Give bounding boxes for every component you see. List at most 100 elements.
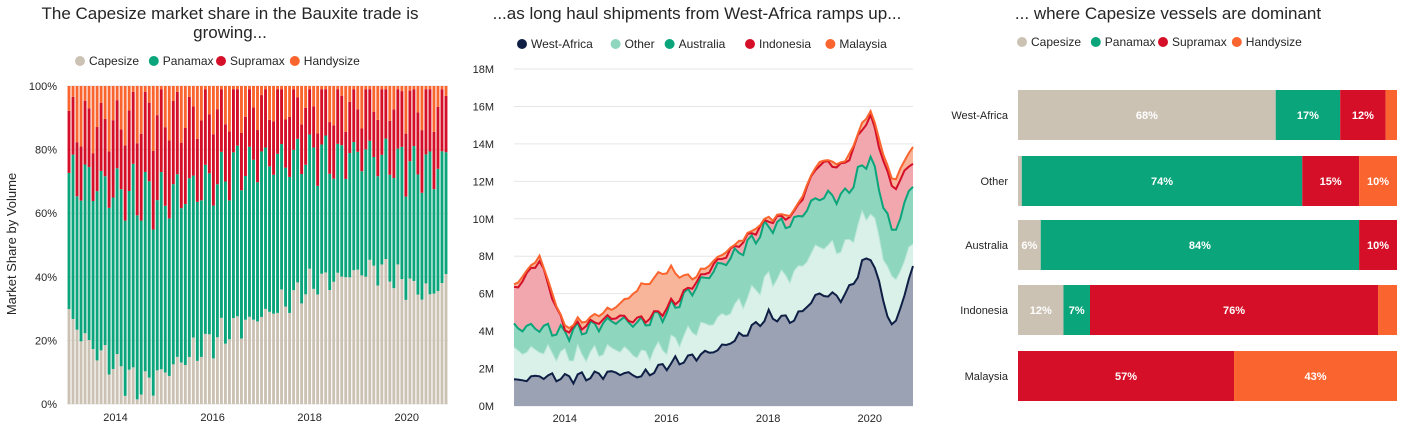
c1-bar-panamax [332,178,336,282]
c1-bar-panamax [296,138,300,283]
c1-bar-supramax [308,89,312,135]
c3-data-label: 43% [1304,371,1326,383]
c1-bar-handysize [388,86,392,121]
c1-bar [328,86,332,404]
c2-y-tick: 4M [479,326,494,338]
c1-bar-handysize [372,86,376,112]
c1-bar [79,86,83,404]
c1-bar-handysize [260,86,263,96]
c1-bar-capesize [203,333,207,404]
c1-bar-supramax [340,95,344,146]
c3-bar-handysize [1378,285,1397,335]
c3-bar-handysize [1234,351,1397,401]
c1-bar-panamax [167,218,171,376]
c3-legend-label: Handysize [1246,35,1302,49]
c1-bar-handysize [436,86,440,107]
c1-bar-capesize [432,293,436,404]
c3-bar-supramax [1302,156,1360,206]
c1-bar-supramax [195,138,199,202]
c2-area-malaysia [514,111,913,333]
c2-y-tick: 14M [473,139,494,151]
c1-bar-handysize [163,86,167,128]
c1-bar-capesize [103,345,107,404]
c3-bar-handysize [1385,90,1397,140]
c1-bar-panamax [312,147,316,289]
c1-bar-capesize [240,338,243,404]
c1-bar-handysize [404,86,408,134]
chart1-legend: Capesize Panamax Supramax Handysize [75,54,360,68]
c1-bar-handysize [288,86,292,117]
c1-bar-handysize [79,86,83,147]
c1-bar [336,86,340,404]
c2-y-tick: 12M [473,176,494,188]
c1-bar-handysize [316,86,320,134]
c1-bar-supramax [179,142,183,209]
c1-bar-handysize [127,86,131,111]
c2-x-tick: 2020 [858,413,882,425]
c1-bar-capesize [139,394,143,404]
c1-bar-handysize [203,86,207,90]
c1-bar-panamax [203,164,207,334]
c3-category-label: Other [980,176,1008,188]
c1-bar-capesize [280,289,284,404]
c1-bar [256,86,259,404]
c1-bar [123,86,127,404]
c1-bar-supramax [344,131,348,179]
c1-bar [175,86,179,404]
c1-bar-panamax [444,152,448,275]
c1-bar-capesize [187,356,191,404]
c1-legend-item: Supramax [216,54,285,68]
c1-bar-supramax [252,107,255,160]
c3-legend-swatch [1017,37,1027,47]
c1-bar-handysize [312,86,316,107]
c2-legend-label: Malaysia [839,37,887,51]
c1-bar-capesize [115,354,119,404]
c1-bar [412,86,416,404]
c2-legend-item: West-Africa [517,37,593,51]
c2-y-tick: 16M [473,101,494,113]
c3-data-label: 76% [1223,305,1245,317]
c1-bar-panamax [320,144,324,274]
c1-bar-supramax [372,111,376,158]
c1-bar [91,86,95,404]
c1-bar-handysize [75,86,79,143]
c1-bar-capesize [95,360,99,404]
c1-bar-panamax [183,204,187,365]
c1-bar-supramax [127,110,131,192]
c1-bar-supramax [199,120,203,201]
c1-bar-supramax [219,89,223,152]
c1-bar-capesize [440,283,444,404]
c1-bar-capesize [179,362,183,404]
c2-y-tick: 6M [479,289,494,301]
c1-bar-capesize [384,259,388,404]
c2-line-other [513,209,914,363]
c1-bar-supramax [159,89,163,173]
c1-bar-capesize [264,308,267,404]
c1-bar-capesize [147,377,151,404]
c1-bar [360,86,364,404]
c1-bar-handysize [392,86,396,110]
c1-bar [444,86,448,404]
c1-bar-handysize [227,86,231,132]
c3-legend-label: Capesize [1031,35,1081,49]
c1-bar-supramax [167,140,171,219]
c1-bar [139,86,143,404]
c1-bar-handysize [376,86,380,120]
c1-legend-label: Supramax [230,54,285,68]
c1-bar-panamax [227,200,231,340]
c1-bar-panamax [127,191,131,370]
c1-bar-capesize [412,280,416,404]
c1-bar [252,86,255,404]
c1-bar-panamax [372,157,376,266]
c1-bar-handysize [71,86,75,97]
c2-legend-swatch [610,39,621,49]
c1-bar [332,86,336,404]
c1-bar-handysize [432,86,436,132]
c1-bar-capesize [428,294,432,404]
c1-bar-handysize [147,86,151,103]
c1-bar-supramax [440,89,444,152]
c1-bar-supramax [260,95,263,152]
c1-bar-supramax [227,131,231,201]
c1-bar-handysize [328,86,332,123]
